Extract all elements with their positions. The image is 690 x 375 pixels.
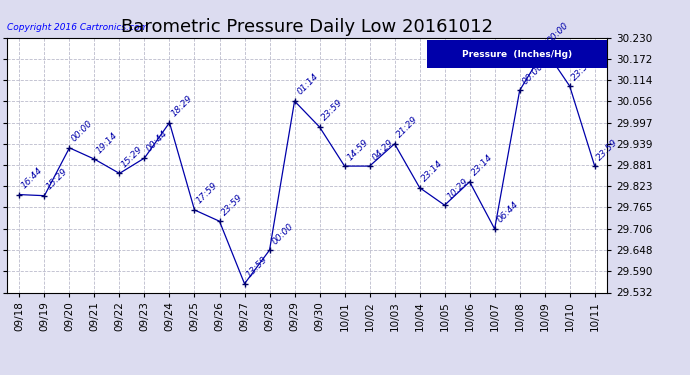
Text: 17:59: 17:59	[195, 181, 220, 206]
Title: Barometric Pressure Daily Low 20161012: Barometric Pressure Daily Low 20161012	[121, 18, 493, 36]
Text: 00:44: 00:44	[145, 129, 170, 154]
Text: 23:14: 23:14	[420, 159, 445, 183]
Text: 23:59: 23:59	[595, 137, 620, 162]
Text: 10:29: 10:29	[445, 176, 470, 201]
Text: 18:29: 18:29	[170, 94, 195, 118]
Text: 21:29: 21:29	[395, 115, 420, 140]
Text: 00:00: 00:00	[270, 221, 295, 246]
Text: 15:29: 15:29	[45, 167, 70, 192]
Text: 19:14: 19:14	[95, 130, 120, 155]
Text: 15:29: 15:29	[120, 144, 145, 169]
Text: 23:59: 23:59	[320, 98, 345, 123]
Text: 00:00: 00:00	[70, 119, 95, 144]
Text: 00:00: 00:00	[520, 62, 545, 86]
Text: 23:14: 23:14	[470, 153, 495, 178]
Text: 04:29: 04:29	[370, 137, 395, 162]
Text: 13:59: 13:59	[245, 255, 270, 280]
Text: 16:44: 16:44	[20, 166, 45, 190]
Text: 14:59: 14:59	[345, 137, 370, 162]
Text: 01:14: 01:14	[295, 72, 320, 97]
Text: 23:59: 23:59	[570, 57, 595, 82]
Text: Copyright 2016 Cartronics.com: Copyright 2016 Cartronics.com	[7, 23, 148, 32]
Text: 00:00: 00:00	[545, 20, 570, 45]
Text: 06:44: 06:44	[495, 200, 520, 225]
Text: 23:59: 23:59	[220, 192, 245, 217]
